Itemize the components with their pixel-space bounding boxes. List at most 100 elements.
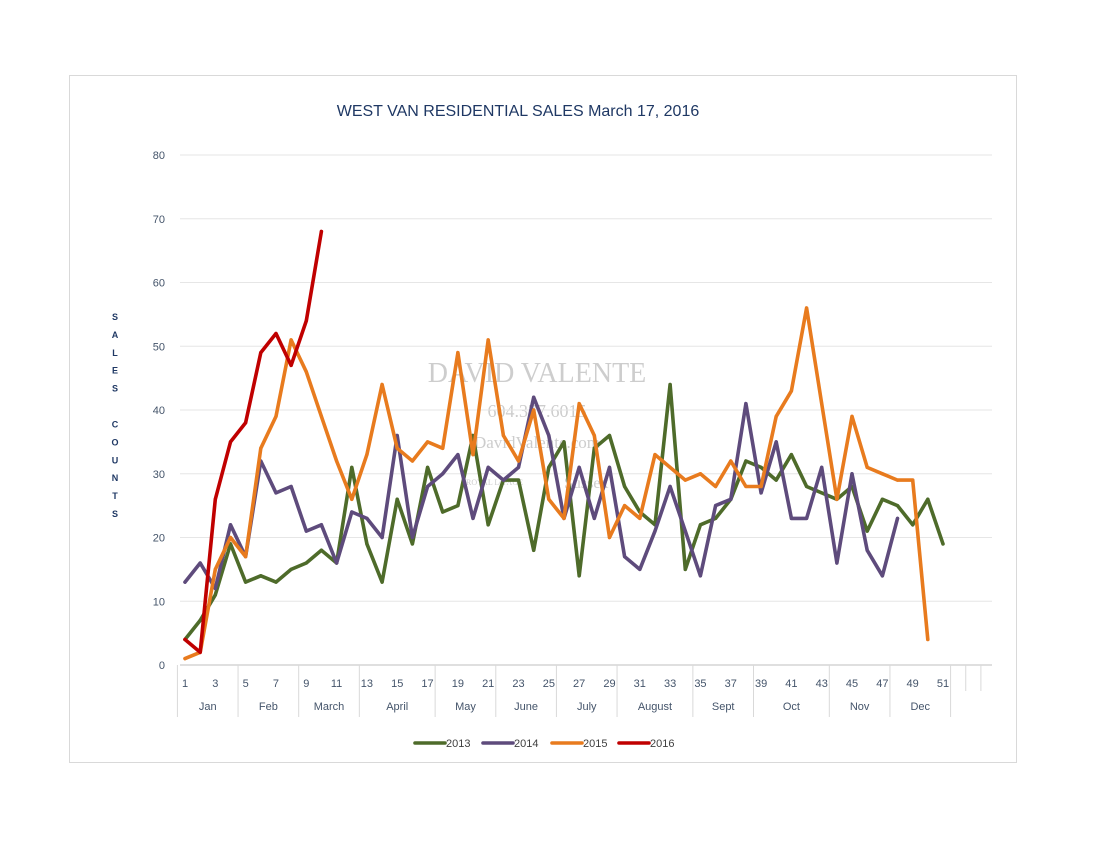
x-tick-label: 17 [421, 678, 433, 690]
y-tick-label: 50 [153, 341, 165, 353]
data-point [365, 453, 369, 457]
x-tick-label: 51 [937, 678, 949, 690]
data-point [380, 535, 384, 540]
data-point [259, 446, 263, 450]
data-point [183, 580, 187, 584]
data-point [198, 650, 202, 654]
data-point [198, 561, 202, 565]
data-point [668, 484, 672, 489]
y-axis-label-letter: T [112, 491, 118, 501]
data-point [638, 516, 642, 520]
data-point [789, 389, 794, 393]
data-point [304, 561, 308, 565]
data-point [789, 516, 794, 520]
data-point [410, 535, 414, 540]
data-point [289, 338, 293, 342]
data-point [592, 433, 596, 438]
x-tick-label: 21 [482, 678, 494, 690]
y-axis-label-letter: N [112, 473, 119, 483]
data-point [501, 478, 505, 482]
legend-item-2016: 2016 [617, 738, 674, 750]
legend-label: 2014 [514, 738, 538, 750]
data-point [456, 351, 460, 355]
data-point [319, 523, 324, 527]
month-label: Oct [783, 701, 800, 713]
data-point [623, 555, 627, 559]
chart-frame: WEST VAN RESIDENTIAL SALES March 17, 201… [69, 75, 1017, 763]
month-label: Nov [850, 701, 870, 713]
data-point [456, 504, 460, 508]
data-point [289, 363, 293, 367]
x-tick-label: 37 [725, 678, 737, 690]
data-point [350, 465, 354, 469]
data-point [744, 459, 748, 463]
data-point [744, 484, 748, 489]
data-point [380, 580, 384, 584]
data-point [319, 414, 324, 418]
data-point [335, 561, 339, 565]
x-tick-label: 43 [816, 678, 828, 690]
data-point [259, 351, 263, 355]
data-point [456, 453, 460, 457]
data-point [441, 510, 445, 514]
data-point [850, 472, 854, 476]
y-axis-label-letter: A [112, 330, 119, 340]
data-point [425, 440, 430, 444]
data-point [623, 484, 627, 489]
data-point [804, 306, 809, 310]
legend-label: 2016 [650, 738, 674, 750]
data-point [304, 529, 308, 533]
data-point [380, 382, 384, 387]
month-label: Sept [712, 701, 735, 713]
data-point [698, 472, 703, 476]
data-point [729, 497, 733, 501]
x-tick-label: 15 [391, 678, 403, 690]
legend-label: 2013 [446, 738, 470, 750]
data-point [607, 465, 612, 469]
x-tick-label: 45 [846, 678, 858, 690]
x-tick-label: 19 [452, 678, 464, 690]
data-point [562, 440, 566, 444]
data-point [228, 535, 233, 540]
data-point [865, 465, 869, 469]
data-point [471, 453, 475, 457]
y-tick-label: 40 [153, 405, 165, 417]
data-point [926, 497, 930, 501]
y-tick-label: 30 [153, 469, 165, 481]
x-tick-label: 3 [212, 678, 218, 690]
data-point [653, 529, 657, 533]
y-tick-label: 20 [153, 533, 165, 545]
data-point [774, 414, 778, 418]
data-point [304, 319, 308, 323]
x-tick-label: 49 [907, 678, 919, 690]
sales-line-chart: WEST VAN RESIDENTIAL SALES March 17, 201… [111, 103, 992, 750]
data-point [774, 440, 778, 444]
data-point [319, 548, 324, 552]
data-point [683, 567, 687, 571]
data-point [274, 331, 278, 336]
data-point [425, 484, 430, 489]
month-label: April [386, 701, 408, 713]
data-point [244, 421, 248, 425]
series-2015 [183, 306, 930, 661]
data-point [471, 516, 475, 520]
data-point [410, 542, 414, 546]
data-point [213, 497, 217, 501]
month-label: March [314, 701, 345, 713]
data-point [592, 516, 596, 520]
data-point [835, 561, 839, 565]
y-axis-label-letter: S [112, 384, 118, 394]
x-tick-label: 11 [331, 678, 342, 690]
data-point [668, 465, 672, 469]
data-point [759, 465, 763, 469]
data-point [683, 529, 687, 533]
month-label: Feb [259, 701, 278, 713]
data-point [486, 465, 490, 469]
data-point [607, 433, 612, 438]
data-point [895, 516, 900, 520]
legend-label: 2015 [583, 738, 607, 750]
data-point [880, 472, 884, 476]
data-point [516, 459, 521, 463]
data-point [547, 433, 551, 438]
